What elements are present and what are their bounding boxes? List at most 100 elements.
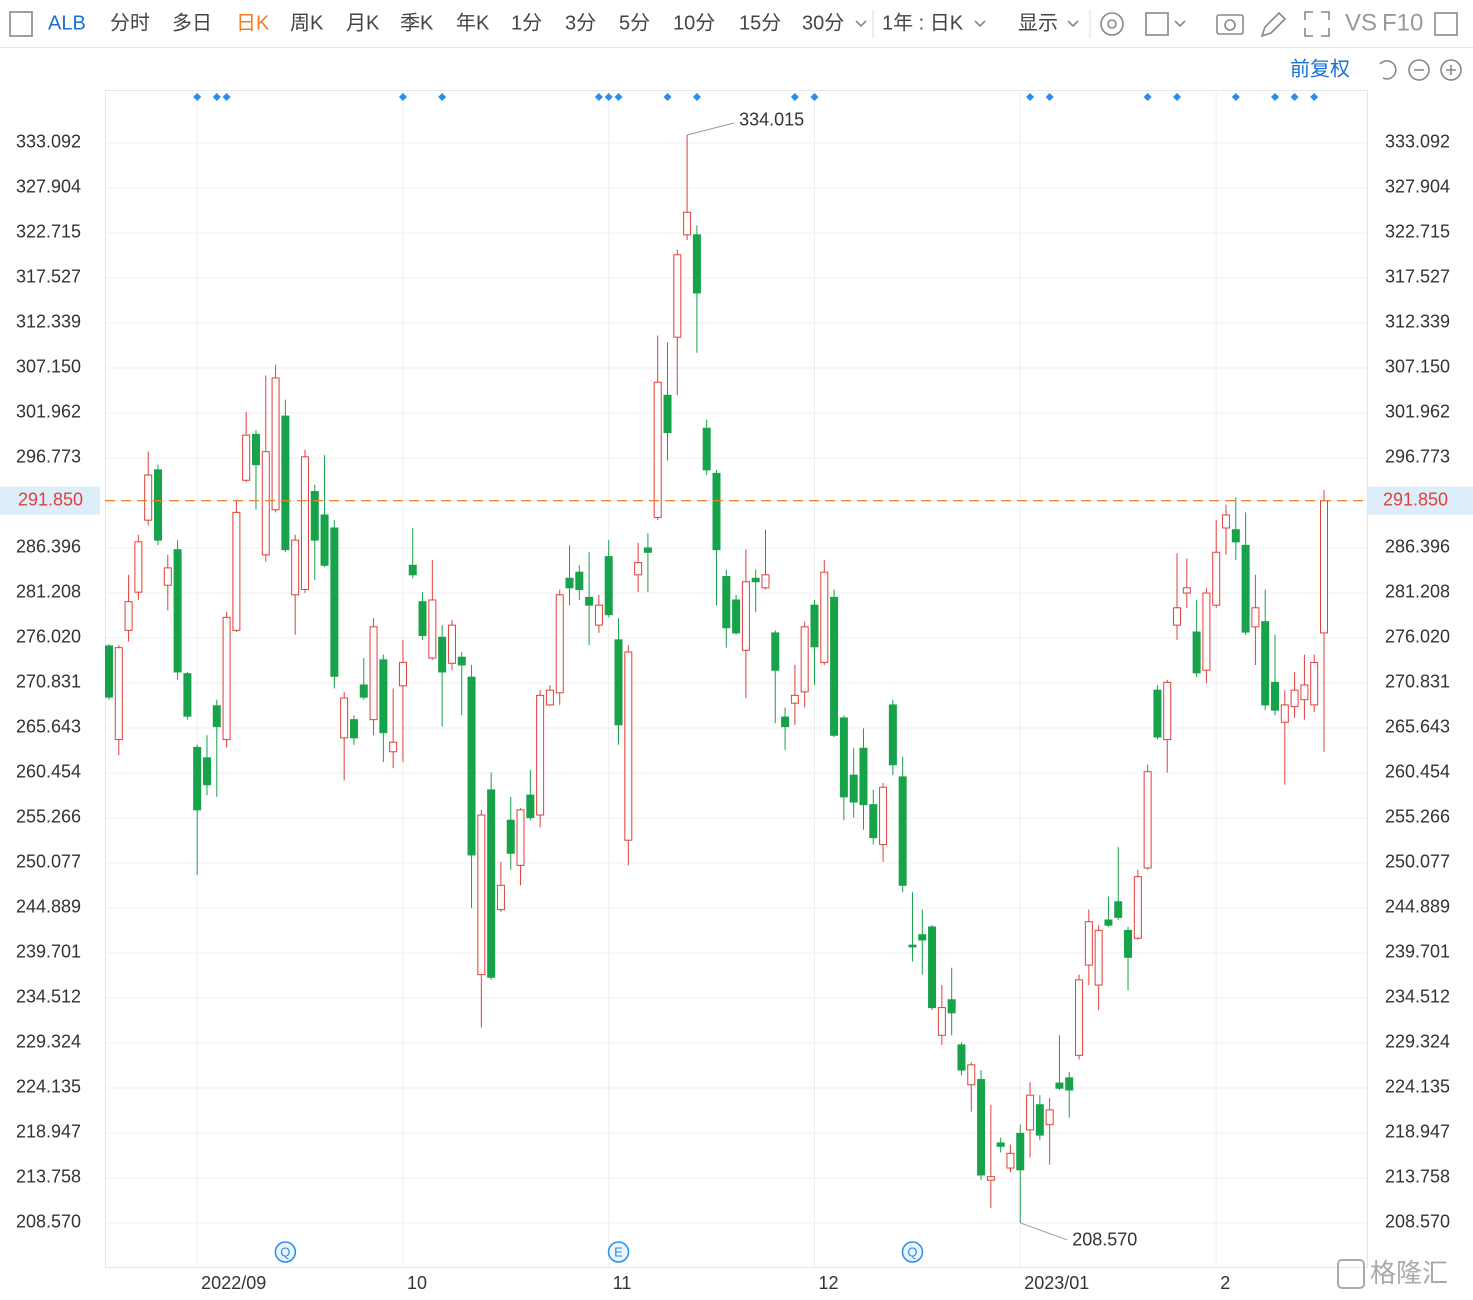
candle-body [957,1044,966,1071]
candle-body [908,944,917,948]
period-active[interactable]: 日K [236,12,270,34]
settings-icon[interactable] [1100,12,1124,36]
x-tick-label: 10 [407,1273,427,1293]
compare-button[interactable]: VS [1345,9,1377,36]
reset-icon[interactable] [1379,60,1397,80]
candle-body [692,234,701,294]
period[interactable]: 多日 [172,11,212,34]
last-price-box-right [1368,486,1473,515]
zoom-in-icon[interactable] [1440,59,1462,81]
candle-body [1261,621,1270,706]
candle-body [438,636,447,673]
candle-body [986,1176,995,1181]
x-tick-label: 11 [613,1273,632,1293]
period[interactable]: 10分 [673,11,715,34]
display-select[interactable]: 显示 [1018,12,1058,34]
period[interactable]: 分时 [110,11,150,34]
event-badge[interactable] [901,1241,924,1263]
candle-body [408,564,417,576]
camera-lens [1224,19,1236,31]
y-tick-label-right: 265.643 [1385,717,1450,737]
sidebar-icon[interactable] [9,11,33,37]
style-icon[interactable] [1145,12,1169,36]
y-tick-label: 244.889 [16,897,81,917]
period[interactable]: 年K [456,11,490,34]
last-price-box [0,486,100,515]
candle-body [643,547,652,553]
period[interactable]: 3分 [565,11,596,34]
event-label: E [614,1244,623,1259]
candle-body [1094,929,1103,986]
candle-body [741,581,750,651]
candle-body [565,577,574,589]
chevron[interactable] [1067,20,1079,28]
y-tick-label-right: 218.947 [1385,1122,1450,1142]
candle-body [163,567,172,586]
candle-body [202,757,211,786]
candle-body [340,697,349,739]
candle-body [330,527,339,677]
candle-body [879,786,888,846]
chevron[interactable] [855,20,867,28]
candle-body [898,776,907,886]
candle-body [232,511,241,631]
candle-body [604,556,613,616]
candle-body [310,491,319,541]
event-diamond [438,93,447,101]
candle-body [947,999,956,1014]
range-select[interactable]: 1年 : 日K [882,11,964,34]
period[interactable]: 15分 [739,11,781,34]
candle-body [349,719,358,739]
f10-button[interactable]: F10 [1382,9,1423,36]
panel-icon[interactable] [1434,12,1458,36]
candle-body [761,574,770,589]
candle-body [369,626,378,721]
y-tick-label: 213.758 [16,1167,81,1187]
period[interactable]: 5分 [619,11,650,34]
candle-body [261,451,270,556]
y-tick-label-right: 301.962 [1385,402,1450,422]
annotation-leader [1020,1222,1068,1241]
adjust-select[interactable]: 前复权 [1290,57,1350,80]
candle-body [291,539,300,596]
period[interactable]: 季K [400,11,434,34]
period[interactable]: 月K [346,12,380,34]
candle-body [114,647,123,741]
fullscreen-icon[interactable] [1304,11,1330,37]
event-diamond [212,93,221,101]
y-tick-label: 265.643 [16,717,81,737]
chevron[interactable] [974,20,986,28]
zoom-out-icon[interactable] [1408,59,1430,81]
y-tick-label-right: 213.758 [1385,1167,1450,1187]
candle-body [830,596,839,736]
period[interactable]: 周K [290,12,324,34]
draw-icon[interactable] [1260,11,1287,38]
candle-body [1290,689,1299,708]
event-diamond [1231,93,1240,101]
x-tick-label: 2023/01 [1024,1273,1089,1293]
event-diamond [810,93,819,101]
event-badge[interactable] [607,1241,630,1263]
candle-body [732,599,741,634]
candle-body [663,394,672,434]
y-tick-label: 317.527 [16,267,81,287]
x-tick-label: 2022/09 [201,1273,266,1293]
candle-body [153,469,162,541]
event-diamond [1026,93,1035,101]
candle-body [105,645,113,698]
period[interactable]: 30分 [802,11,844,34]
y-tick-label: 301.962 [16,402,81,422]
candle-body [996,1142,1005,1147]
chevron[interactable] [1174,20,1186,28]
y-tick-label-right: 224.135 [1385,1077,1450,1097]
symbol[interactable]: ALB [48,12,86,34]
candle-body [820,571,829,663]
camera-icon[interactable] [1216,14,1244,35]
y-tick-label-right: 312.339 [1385,312,1450,332]
candle-body [1104,919,1113,926]
y-tick-label-right: 239.701 [1385,942,1450,962]
period[interactable]: 1分 [511,11,542,34]
y-tick-label: 260.454 [16,762,81,782]
event-badge[interactable] [274,1241,297,1263]
y-tick-label-right: 229.324 [1385,1032,1450,1052]
